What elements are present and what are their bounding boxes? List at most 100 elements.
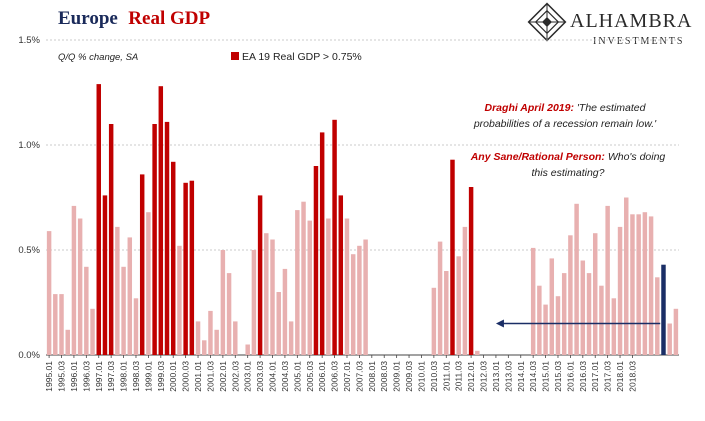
gdp-bar (53, 294, 58, 355)
gdp-bar (661, 264, 666, 355)
annotation-sane-speaker: Any Sane/Rational Person: (470, 151, 605, 163)
gdp-bar (233, 321, 238, 355)
y-tick-label: 1.5% (18, 35, 40, 46)
x-tick-label: 1996.03 (81, 361, 91, 392)
x-tick-label: 2018.01 (615, 361, 625, 392)
gdp-bar (456, 256, 461, 355)
x-tick-label: 2006.01 (317, 361, 327, 392)
legend: EA 19 Real GDP > 0.75% (231, 51, 362, 63)
gdp-bar (270, 239, 275, 355)
x-tick-label: 1997.03 (106, 361, 116, 392)
gdp-bar (363, 239, 368, 355)
x-tick-label: 2000.03 (181, 361, 191, 392)
gdp-bar (313, 166, 319, 355)
annotation-sane-line1: Any Sane/Rational Person: Who's doing (470, 151, 666, 163)
gdp-bar (561, 273, 567, 355)
gdp-bar (96, 84, 101, 355)
chart-title: Europe Real GDP (58, 8, 210, 29)
gdp-bar (158, 86, 164, 355)
gdp-bar (121, 266, 126, 355)
gdp-bar (580, 260, 586, 355)
gdp-bar (245, 344, 250, 355)
gdp-bar (611, 298, 617, 355)
x-tick-label: 2004.01 (268, 361, 278, 392)
gdp-bar (133, 298, 139, 355)
gdp-bar (555, 296, 561, 355)
gdp-bar (549, 258, 555, 355)
gdp-bar (195, 321, 201, 355)
gdp-bar (537, 285, 542, 355)
gdp-bar (326, 218, 331, 355)
annotation-draghi-speaker: Draghi April 2019: (485, 102, 574, 114)
logo-subtitle: INVESTMENTS (593, 36, 684, 47)
gdp-bar (183, 182, 188, 355)
title-part-europe: Europe (58, 8, 118, 29)
gdp-bar (624, 197, 629, 355)
gdp-bar (202, 340, 207, 355)
x-tick-label: 2008.01 (367, 361, 377, 392)
annotation-sane-line2: this estimating? (532, 167, 605, 179)
gdp-bar (65, 329, 70, 355)
gdp-bar (170, 161, 176, 355)
x-tick-label: 2010.03 (429, 361, 439, 392)
x-tick-label: 2018.03 (627, 361, 637, 392)
x-tick-label: 1995.01 (44, 361, 54, 392)
x-tick-label: 2005.03 (305, 361, 315, 392)
gdp-bar (543, 304, 548, 355)
y-tick-label: 0.5% (18, 245, 40, 256)
gdp-bar (295, 210, 300, 355)
diamond-logo-icon (527, 2, 567, 42)
gdp-bar (146, 212, 151, 355)
gdp-bar (115, 226, 120, 355)
annotation-draghi: Draghi April 2019: 'The estimated probab… (473, 102, 657, 130)
gdp-bar (319, 132, 325, 355)
x-tick-label: 1996.01 (69, 361, 79, 392)
x-tick-label: 2000.01 (168, 361, 178, 392)
x-tick-label: 2009.03 (404, 361, 414, 392)
gdp-bar (208, 310, 213, 355)
gdp-bar (307, 220, 312, 355)
gdp-bar (642, 212, 648, 355)
x-tick-label: 2013.01 (491, 361, 501, 392)
gdp-bar (344, 218, 350, 355)
gdp-bar (164, 121, 170, 356)
annotation-draghi-line2: probabilities of a recession remain low.… (473, 118, 657, 130)
gdp-bar (226, 273, 232, 355)
x-tick-label: 2002.01 (218, 361, 228, 392)
x-tick-label: 2009.01 (392, 361, 402, 392)
gdp-bar (605, 205, 610, 355)
gdp-bar (301, 201, 306, 355)
gdp-bar (617, 226, 623, 355)
x-tick-label: 2001.03 (205, 361, 215, 392)
gdp-bar (189, 180, 195, 355)
gdp-bar (257, 195, 263, 355)
annotation-sane-person: Any Sane/Rational Person: Who's doing th… (470, 151, 666, 179)
x-tick-label: 1995.03 (57, 361, 67, 392)
x-tick-label: 2016.01 (565, 361, 575, 392)
y-axis-ticks: 0.0% 0.5% 1.0% 1.5% (18, 35, 40, 361)
gdp-bar (127, 237, 133, 355)
x-tick-label: 2010.01 (416, 361, 426, 392)
x-tick-label: 2012.01 (466, 361, 476, 392)
logo-name: ALHAMBRA (570, 10, 692, 32)
gdp-bar (214, 329, 219, 355)
gdp-bar (220, 250, 226, 355)
gdp-bar (282, 268, 288, 355)
legend-label: EA 19 Real GDP > 0.75% (242, 51, 362, 63)
gdp-bar (152, 124, 157, 355)
gdp-bar (276, 292, 281, 355)
x-tick-label: 2005.01 (292, 361, 302, 392)
annotation-draghi-quote-start: 'The estimated (574, 102, 647, 114)
gdp-bar (338, 195, 344, 355)
gdp-bar (431, 287, 437, 355)
gdp-bar (636, 214, 641, 355)
gdp-bar (264, 233, 269, 355)
gdp-bar (630, 214, 635, 355)
x-tick-label: 1999.03 (156, 361, 166, 392)
gdp-bar (648, 216, 654, 355)
gdp-bar (673, 308, 679, 355)
gdp-bar (71, 205, 77, 355)
gdp-bar (102, 195, 108, 355)
chart-subtitle: Q/Q % change, SA (58, 52, 138, 63)
